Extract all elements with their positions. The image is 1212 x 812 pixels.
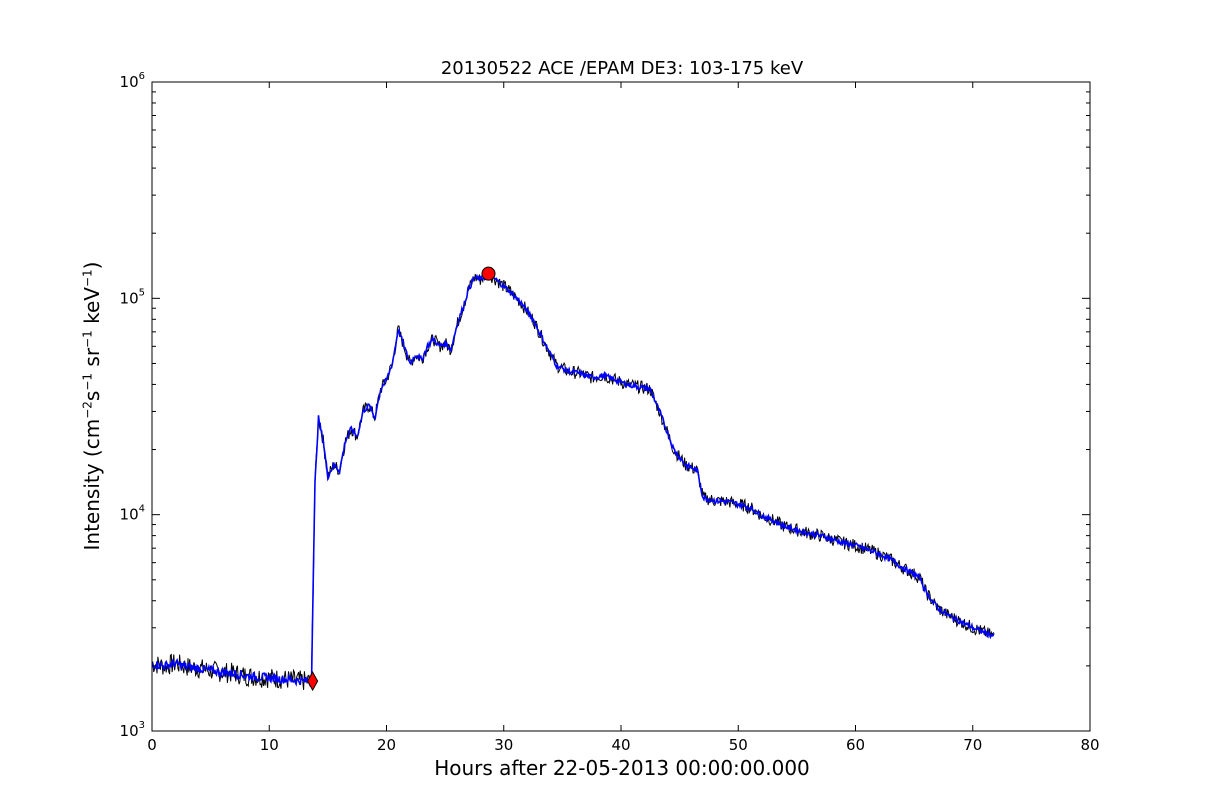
x-tick-label: 20 [377, 736, 396, 754]
y-tick-label: 106 [120, 71, 145, 91]
marker-layer [307, 266, 496, 692]
x-axis-label: Hours after 22-05-2013 00:00:00.000 [434, 756, 810, 780]
x-tick-label: 30 [494, 736, 513, 754]
series-line [151, 270, 995, 687]
y-axis-label: Intensity (cm−2s−1 sr−1 keV−1) [80, 261, 104, 551]
plot-frame [151, 81, 1091, 732]
y-tick-label: 104 [120, 504, 145, 524]
series-layer [151, 270, 995, 690]
series-envelope-line [151, 270, 995, 690]
x-tick-label: 60 [846, 736, 865, 754]
peak-marker [481, 266, 496, 281]
x-tick-label: 80 [1080, 736, 1099, 754]
x-tick-label: 70 [963, 736, 982, 754]
y-tick-label: 103 [120, 720, 145, 740]
x-tick-label: 40 [611, 736, 630, 754]
x-tick-label: 0 [147, 736, 157, 754]
chart-title: 20130522 ACE /EPAM DE3: 103-175 keV [441, 58, 804, 79]
x-tick-label: 50 [729, 736, 748, 754]
x-tick-label: 10 [260, 736, 279, 754]
y-tick-label: 105 [120, 287, 145, 307]
onset-marker [307, 671, 319, 692]
tick-layer: 0 10 20 30 40 50 60 70 80 103 104 105 106 [120, 71, 1100, 754]
